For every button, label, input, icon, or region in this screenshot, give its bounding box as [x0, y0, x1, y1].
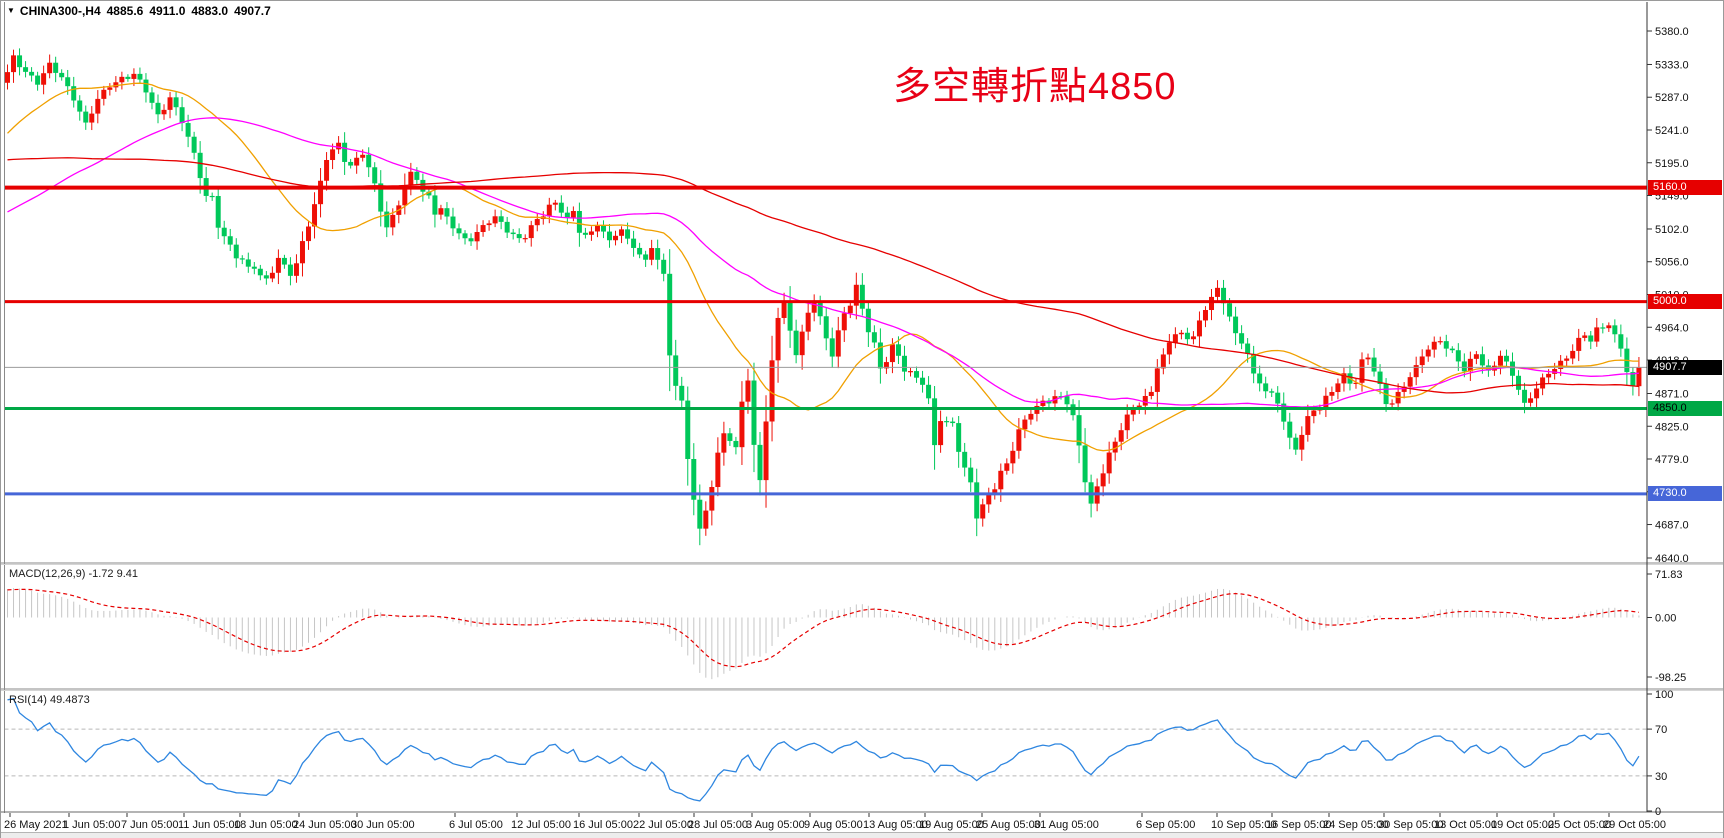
svg-text:5195.0: 5195.0 [1655, 158, 1689, 170]
price-flag-5160.0: 5160.0 [1648, 180, 1722, 196]
svg-text:13 Aug 05:00: 13 Aug 05:00 [863, 819, 928, 831]
svg-text:5241.0: 5241.0 [1655, 125, 1689, 137]
svg-text:30 Jun 05:00: 30 Jun 05:00 [351, 819, 415, 831]
svg-text:4825.0: 4825.0 [1655, 421, 1689, 433]
svg-text:16 Sep 05:00: 16 Sep 05:00 [1266, 819, 1331, 831]
svg-text:25 Oct 05:00: 25 Oct 05:00 [1548, 819, 1611, 831]
svg-text:18 Jun 05:00: 18 Jun 05:00 [234, 819, 298, 831]
svg-text:19 Aug 05:00: 19 Aug 05:00 [919, 819, 984, 831]
ohlc-low: 4883.0 [191, 4, 229, 18]
svg-text:71.83: 71.83 [1655, 569, 1683, 581]
svg-text:70: 70 [1655, 724, 1667, 736]
ohlc-open: 4885.6 [106, 4, 144, 18]
svg-text:5102.0: 5102.0 [1655, 224, 1689, 236]
svg-text:4779.0: 4779.0 [1655, 454, 1689, 466]
svg-text:24 Sep 05:00: 24 Sep 05:00 [1323, 819, 1388, 831]
svg-text:100: 100 [1655, 689, 1673, 701]
symbol-info-bar: ▼ CHINA300-,H4 4885.6 4911.0 4883.0 4907.7 [7, 4, 277, 18]
svg-text:7 Jun 05:00: 7 Jun 05:00 [121, 819, 179, 831]
svg-text:5380.0: 5380.0 [1655, 26, 1689, 38]
rsi-panel-plot [4, 697, 1647, 802]
symbol-name: CHINA300-,H4 [19, 4, 101, 18]
macd-panel-plot [7, 588, 1640, 680]
svg-text:4871.0: 4871.0 [1655, 388, 1689, 400]
svg-text:28 Jul 05:00: 28 Jul 05:00 [688, 819, 748, 831]
svg-text:9 Aug 05:00: 9 Aug 05:00 [804, 819, 863, 831]
svg-text:10 Sep 05:00: 10 Sep 05:00 [1211, 819, 1276, 831]
svg-text:5056.0: 5056.0 [1655, 257, 1689, 269]
svg-text:1 Jun 05:00: 1 Jun 05:00 [63, 819, 121, 831]
main-chart-plot [4, 48, 1647, 546]
svg-text:4640.0: 4640.0 [1655, 553, 1689, 565]
svg-text:0.00: 0.00 [1655, 613, 1676, 625]
collapse-triangle-icon[interactable]: ▼ [7, 6, 15, 15]
svg-text:4687.0: 4687.0 [1655, 520, 1689, 532]
svg-text:30: 30 [1655, 771, 1667, 783]
price-flag-5000.0: 5000.0 [1648, 294, 1722, 310]
svg-text:31 Aug 05:00: 31 Aug 05:00 [1034, 819, 1099, 831]
svg-text:6 Jul 05:00: 6 Jul 05:00 [449, 819, 503, 831]
ohlc-high: 4911.0 [149, 4, 186, 18]
svg-text:25 Aug 05:00: 25 Aug 05:00 [976, 819, 1041, 831]
svg-text:26 May 2021: 26 May 2021 [4, 819, 68, 831]
annotation-text[interactable]: 多空轉折點4850 [893, 66, 1177, 108]
svg-text:30 Sep 05:00: 30 Sep 05:00 [1378, 819, 1443, 831]
svg-text:5333.0: 5333.0 [1655, 59, 1689, 71]
svg-text:5287.0: 5287.0 [1655, 92, 1689, 104]
price-flag-4730.0: 4730.0 [1648, 486, 1722, 502]
svg-text:13 Oct 05:00: 13 Oct 05:00 [1434, 819, 1497, 831]
current-price-flag: 4907.7 [1648, 359, 1722, 375]
rsi-indicator-label: RSI(14) 49.4873 [9, 694, 90, 706]
window-bottom-strip [1, 832, 1723, 838]
svg-text:0: 0 [1655, 806, 1661, 818]
svg-text:6 Sep 05:00: 6 Sep 05:00 [1136, 819, 1195, 831]
svg-text:29 Oct 05:00: 29 Oct 05:00 [1603, 819, 1666, 831]
svg-text:4964.0: 4964.0 [1655, 322, 1689, 334]
ohlc-close: 4907.7 [234, 4, 271, 18]
svg-text:11 Jun 05:00: 11 Jun 05:00 [178, 819, 241, 831]
svg-text:22 Jul 05:00: 22 Jul 05:00 [633, 819, 693, 831]
macd-indicator-label: MACD(12,26,9) -1.72 9.41 [9, 568, 139, 580]
svg-text:19 Oct 05:00: 19 Oct 05:00 [1491, 819, 1554, 831]
price-flag-4850.0: 4850.0 [1648, 400, 1722, 416]
svg-text:12 Jul 05:00: 12 Jul 05:00 [511, 819, 571, 831]
svg-text:16 Jul 05:00: 16 Jul 05:00 [573, 819, 633, 831]
svg-text:24 Jun 05:00: 24 Jun 05:00 [293, 819, 357, 831]
svg-text:3 Aug 05:00: 3 Aug 05:00 [746, 819, 805, 831]
svg-text:-98.25: -98.25 [1655, 672, 1686, 684]
